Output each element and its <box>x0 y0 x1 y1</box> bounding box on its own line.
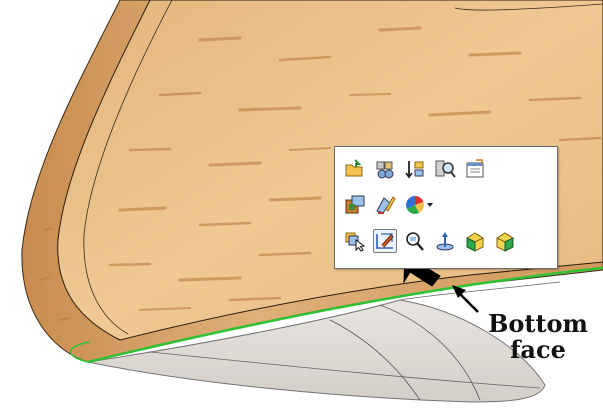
callout-line-2: face <box>510 335 566 364</box>
open-part-icon[interactable] <box>343 157 367 181</box>
sort-list-icon[interactable] <box>403 157 427 181</box>
bottom-face-edge[interactable] <box>87 266 603 364</box>
box-icon[interactable] <box>463 229 487 253</box>
search-icon[interactable] <box>433 157 457 181</box>
chevron-down-icon[interactable] <box>427 193 433 217</box>
context-toolbar <box>334 146 558 269</box>
ghost-body <box>87 281 561 403</box>
component-icon[interactable] <box>343 193 367 217</box>
properties-icon[interactable] <box>463 157 487 181</box>
edit-sketch-icon[interactable] <box>373 193 397 217</box>
sketch-on-face-icon[interactable] <box>373 229 397 253</box>
assembly-view-icon[interactable] <box>373 157 397 181</box>
callout-line-1: Bottom <box>488 309 588 338</box>
callout-leader-arrow <box>452 285 479 313</box>
box-face-icon[interactable] <box>493 229 517 253</box>
wood-grain <box>39 26 602 321</box>
select-other-icon[interactable] <box>343 229 367 253</box>
bottom-face-callout: Bottom face <box>478 311 598 363</box>
zoom-to-selection-icon[interactable] <box>403 229 427 253</box>
normal-to-icon[interactable] <box>433 229 457 253</box>
appearance-color-icon[interactable] <box>403 193 427 217</box>
